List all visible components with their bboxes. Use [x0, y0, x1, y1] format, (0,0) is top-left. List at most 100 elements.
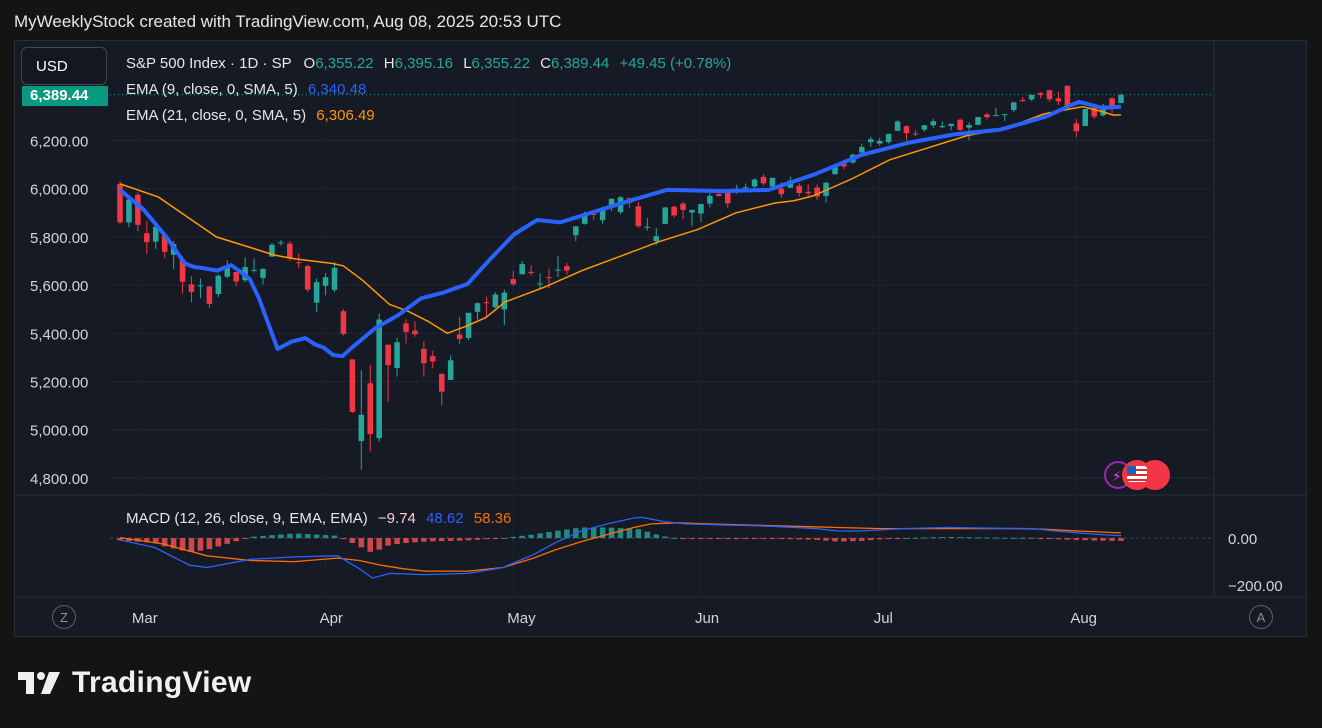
macd-histogram-bar [984, 537, 990, 539]
candle-body [671, 206, 677, 216]
macd-histogram-bar [590, 527, 597, 539]
candle-body [769, 177, 776, 187]
macd-histogram-bar [939, 537, 946, 539]
macd-histogram-bar [599, 527, 606, 539]
candle-body [653, 236, 660, 242]
macd-histogram-bar [510, 536, 517, 539]
macd-histogram-bar [617, 528, 624, 539]
candle-body [1028, 94, 1035, 100]
candle-body [456, 334, 463, 340]
macd-legend[interactable]: MACD (12, 26, close, 9, EMA, EMA) −9.74 … [126, 510, 511, 527]
candle-body [385, 344, 391, 366]
macd-histogram-bar [233, 538, 239, 542]
ema9-value: 6,340.48 [307, 81, 367, 98]
candle-body [939, 125, 946, 128]
candle-body [564, 266, 570, 271]
macd-histogram-bar [322, 535, 329, 539]
macd-histogram-bar [707, 538, 713, 540]
macd-signal-line [119, 522, 1122, 572]
ema21-legend[interactable]: EMA (21, close, 0, SMA, 5) 6,306.49 [126, 107, 375, 124]
macd-histogram-bar [671, 537, 677, 539]
candle-body [287, 243, 293, 259]
macd-histogram-bar [385, 538, 391, 546]
macd-histogram-bar [161, 538, 168, 547]
macd-histogram-bar [340, 538, 347, 540]
candle-body [1064, 85, 1071, 107]
macd-histogram-bar [1082, 538, 1089, 541]
macd-histogram-bar [331, 535, 338, 539]
macd-line-value: 48.62 [426, 510, 464, 527]
candle-body [528, 271, 534, 274]
candle-body [876, 140, 883, 144]
candle-body [430, 356, 436, 362]
macd-histogram-bar [760, 538, 767, 540]
candle-body [269, 244, 275, 257]
time-tick-label: Jun [695, 610, 719, 627]
candle-body [1118, 94, 1124, 104]
macd-histogram-bar [215, 538, 222, 547]
macd-histogram-bar [367, 538, 374, 552]
candle-body [814, 187, 820, 197]
candle-body [1019, 99, 1026, 102]
candle-body [546, 277, 552, 279]
macd-signal-value: 58.36 [473, 510, 512, 527]
candle-body [474, 303, 481, 312]
symbol-title[interactable]: S&P 500 Index · 1D · SP [126, 55, 292, 72]
macd-histogram-bar [1091, 538, 1097, 541]
macd-histogram-bar [894, 538, 901, 540]
macd-histogram-bar [850, 538, 856, 542]
candle-body [823, 182, 829, 196]
flag-stripe [1127, 474, 1147, 476]
macd-histogram-bar [841, 538, 847, 542]
candle-body [1109, 98, 1115, 107]
log-scale-button[interactable]: Z [52, 605, 76, 629]
candle-body [331, 267, 338, 290]
macd-histogram-bar [269, 535, 275, 539]
candle-body [394, 342, 400, 369]
macd-histogram-bar [456, 538, 463, 541]
candle-body [197, 285, 204, 287]
candle-body [903, 126, 910, 134]
high-value: 6,395.16 [394, 55, 454, 72]
time-tick-label: Aug [1070, 610, 1097, 627]
candle-body [573, 226, 579, 236]
macd-histogram-bar [769, 538, 776, 540]
macd-histogram-bar [197, 538, 204, 551]
candle-body [796, 185, 803, 193]
macd-histogram-bar [465, 538, 472, 541]
candlestick-series [117, 85, 1124, 470]
macd-histogram-bar [1019, 537, 1026, 539]
macd-histogram-bar [1064, 538, 1071, 540]
macd-histogram-bar [912, 537, 919, 539]
currency-button[interactable]: USD [21, 47, 107, 85]
auto-scale-button[interactable]: A [1249, 605, 1273, 629]
macd-histogram-bar [1037, 538, 1044, 540]
candle-body [126, 199, 132, 223]
candle-body [993, 115, 999, 117]
macd-histogram-bar [966, 537, 972, 539]
candle-body [519, 264, 525, 275]
macd-histogram-bar [188, 538, 195, 552]
time-tick-label: Jul [874, 610, 893, 627]
ema9-label: EMA (9, close, 0, SMA, 5) [126, 81, 298, 98]
macd-histogram-bar [680, 538, 686, 540]
macd-histogram-bar [626, 528, 633, 539]
price-tick-label: 5,400.00 [30, 326, 88, 343]
flag-stripe [1127, 479, 1147, 481]
candle-body [447, 360, 454, 380]
candle-body [1073, 123, 1080, 132]
open-value: 6,355.22 [315, 55, 374, 72]
macd-histogram-bar [260, 535, 266, 539]
candle-body [295, 262, 302, 264]
candle-body [662, 207, 668, 224]
candle-body [144, 233, 150, 243]
time-tick-label: Mar [132, 610, 158, 627]
candle-body [421, 348, 427, 364]
macd-histogram-bar [295, 533, 302, 539]
candle-body [233, 272, 239, 282]
ema9-legend[interactable]: EMA (9, close, 0, SMA, 5) 6,340.48 [126, 81, 366, 98]
candle-body [859, 146, 865, 153]
macd-histogram-bar [528, 534, 534, 539]
macd-histogram-bar [117, 538, 123, 541]
